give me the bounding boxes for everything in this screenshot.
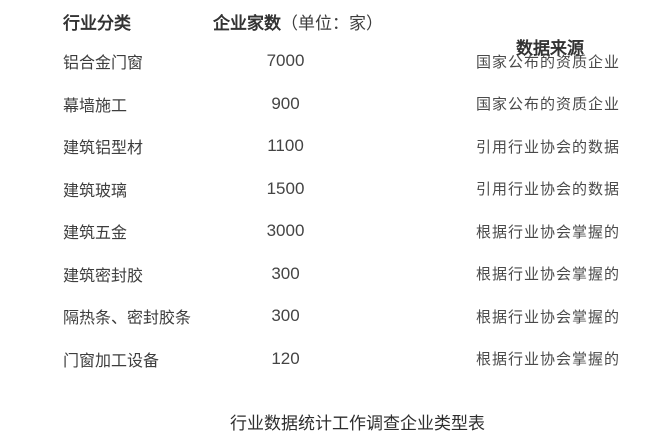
industry-cell: 隔热条、密封胶条 bbox=[63, 310, 192, 328]
header-industry-category: 行业分类 bbox=[63, 14, 131, 33]
header-enterprise-count-label: 企业家数 bbox=[213, 14, 281, 33]
count-cell: 120 bbox=[271, 348, 300, 368]
source-cell: 国家公布的资质企业 bbox=[476, 53, 621, 71]
source-cell: 国家公布的资质企业 bbox=[476, 96, 621, 114]
table-row: 门窗加工设备 120 根据行业协会掌握的 bbox=[0, 338, 648, 381]
table-row: 隔热条、密封胶条 300 根据行业协会掌握的 bbox=[0, 295, 648, 338]
count-cell: 300 bbox=[271, 263, 300, 283]
source-cell: 引用行业协会的数据 bbox=[476, 181, 621, 199]
source-cell: 根据行业协会掌握的 bbox=[476, 308, 621, 326]
industry-cell: 建筑铝型材 bbox=[63, 140, 144, 158]
count-cell: 300 bbox=[271, 306, 300, 326]
table-caption: 行业数据统计工作调查企业类型表 bbox=[230, 414, 485, 433]
source-cell: 引用行业协会的数据 bbox=[476, 138, 621, 156]
count-cell: 1100 bbox=[267, 136, 304, 156]
count-cell: 900 bbox=[271, 93, 300, 113]
industry-cell: 铝合金门窗 bbox=[63, 55, 144, 73]
count-cell: 1500 bbox=[266, 178, 305, 198]
header-data-source: 数据来源 bbox=[516, 39, 584, 58]
source-cell: 根据行业协会掌握的 bbox=[476, 223, 621, 241]
table-row: 幕墙施工 900 国家公布的资质企业 bbox=[0, 83, 648, 126]
table-row: 建筑五金 3000 根据行业协会掌握的 bbox=[0, 210, 648, 253]
table-header-row: 行业分类 企业家数（单位：家） 数据来源 bbox=[0, 9, 648, 58]
source-cell: 根据行业协会掌握的 bbox=[476, 266, 621, 284]
table-row: 铝合金门窗 7000 国家公布的资质企业 bbox=[0, 40, 648, 83]
industry-cell: 建筑密封胶 bbox=[63, 267, 144, 285]
industry-cell: 建筑五金 bbox=[63, 225, 128, 243]
industry-cell: 幕墙施工 bbox=[63, 97, 128, 115]
table-body: 铝合金门窗 7000 国家公布的资质企业 幕墙施工 900 国家公布的资质企业 … bbox=[0, 40, 648, 380]
table-row: 建筑玻璃 1500 引用行业协会的数据 bbox=[0, 168, 648, 211]
table-row: 建筑铝型材 1100 引用行业协会的数据 bbox=[0, 125, 648, 168]
industry-cell: 建筑玻璃 bbox=[63, 182, 128, 200]
count-cell: 7000 bbox=[266, 51, 305, 71]
table-row: 建筑密封胶 300 根据行业协会掌握的 bbox=[0, 253, 648, 296]
header-enterprise-count-unit: （单位：家） bbox=[281, 14, 383, 33]
count-cell: 3000 bbox=[266, 221, 305, 241]
header-enterprise-count: 企业家数（单位：家） bbox=[213, 9, 630, 34]
source-cell: 根据行业协会掌握的 bbox=[476, 351, 621, 369]
industry-cell: 门窗加工设备 bbox=[63, 352, 160, 370]
